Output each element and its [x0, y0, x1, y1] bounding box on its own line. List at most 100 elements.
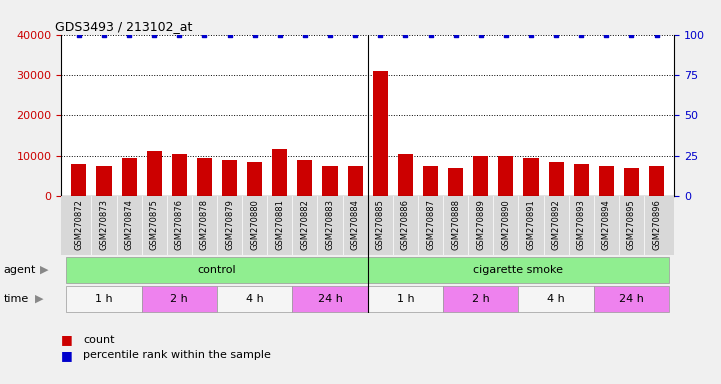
Bar — [172, 154, 187, 196]
Point — [73, 31, 84, 38]
Bar — [368, 257, 669, 283]
Point — [601, 31, 612, 38]
Bar — [594, 286, 669, 311]
Text: 24 h: 24 h — [619, 293, 644, 304]
Text: time: time — [4, 293, 29, 304]
Bar — [423, 166, 438, 196]
Point — [651, 31, 663, 38]
Bar — [297, 160, 312, 196]
Point — [149, 31, 160, 38]
Point — [500, 31, 512, 38]
Bar — [598, 166, 614, 196]
Bar — [247, 162, 262, 196]
Bar — [97, 166, 112, 196]
Bar — [122, 157, 137, 196]
Bar — [348, 166, 363, 196]
Text: GSM270893: GSM270893 — [577, 199, 585, 250]
Bar — [66, 286, 141, 311]
Point — [550, 31, 562, 38]
Text: 24 h: 24 h — [317, 293, 342, 304]
Text: cigarette smoke: cigarette smoke — [474, 265, 563, 275]
Text: GSM270887: GSM270887 — [426, 199, 435, 250]
Text: GSM270881: GSM270881 — [275, 199, 284, 250]
Point — [299, 31, 311, 38]
Point — [98, 31, 110, 38]
Text: GSM270879: GSM270879 — [225, 199, 234, 250]
Point — [399, 31, 411, 38]
Text: GSM270874: GSM270874 — [125, 199, 133, 250]
Point — [324, 31, 336, 38]
Bar — [71, 164, 87, 196]
Text: GSM270886: GSM270886 — [401, 199, 410, 250]
Text: count: count — [83, 335, 115, 345]
Text: ■: ■ — [61, 333, 73, 346]
Point — [249, 31, 260, 38]
Bar — [146, 152, 162, 196]
Point — [274, 31, 286, 38]
Point — [475, 31, 487, 38]
Text: percentile rank within the sample: percentile rank within the sample — [83, 350, 271, 360]
Bar — [66, 257, 368, 283]
Point — [374, 31, 386, 38]
Text: ▶: ▶ — [35, 293, 43, 304]
Text: GSM270895: GSM270895 — [627, 199, 636, 250]
Text: 2 h: 2 h — [170, 293, 188, 304]
Text: GSM270880: GSM270880 — [250, 199, 259, 250]
Text: GSM270894: GSM270894 — [602, 199, 611, 250]
Bar — [518, 286, 594, 311]
Bar — [368, 286, 443, 311]
Text: GSM270891: GSM270891 — [526, 199, 536, 250]
Point — [525, 31, 536, 38]
Point — [224, 31, 235, 38]
Text: GSM270884: GSM270884 — [350, 199, 360, 250]
Point — [174, 31, 185, 38]
Text: GSM270889: GSM270889 — [477, 199, 485, 250]
Text: ■: ■ — [61, 349, 73, 362]
Bar — [292, 286, 368, 311]
Bar — [222, 160, 237, 196]
Bar — [273, 149, 288, 196]
Text: GSM270872: GSM270872 — [74, 199, 84, 250]
Point — [350, 31, 361, 38]
Bar — [398, 154, 413, 196]
Text: 4 h: 4 h — [547, 293, 565, 304]
Text: GSM270878: GSM270878 — [200, 199, 209, 250]
Text: GSM270896: GSM270896 — [652, 199, 661, 250]
Point — [425, 31, 436, 38]
Text: GSM270876: GSM270876 — [174, 199, 184, 250]
Point — [123, 31, 135, 38]
Bar — [624, 168, 639, 196]
Text: GDS3493 / 213102_at: GDS3493 / 213102_at — [55, 20, 193, 33]
Bar — [473, 156, 488, 196]
Text: GSM270885: GSM270885 — [376, 199, 385, 250]
Text: 1 h: 1 h — [95, 293, 112, 304]
Bar — [322, 166, 337, 196]
Text: agent: agent — [4, 265, 36, 275]
Text: 4 h: 4 h — [246, 293, 264, 304]
Bar — [448, 168, 463, 196]
Bar — [217, 286, 292, 311]
Text: ▶: ▶ — [40, 265, 48, 275]
Bar — [197, 157, 212, 196]
Bar — [443, 286, 518, 311]
Point — [575, 31, 587, 38]
Point — [450, 31, 461, 38]
Bar — [373, 71, 388, 196]
Text: 1 h: 1 h — [397, 293, 414, 304]
Bar — [549, 162, 564, 196]
Text: GSM270882: GSM270882 — [301, 199, 309, 250]
Point — [626, 31, 637, 38]
Bar — [649, 166, 664, 196]
Text: GSM270873: GSM270873 — [99, 199, 108, 250]
Bar — [498, 156, 513, 196]
Text: GSM270888: GSM270888 — [451, 199, 460, 250]
Text: GSM270892: GSM270892 — [552, 199, 561, 250]
Text: GSM270875: GSM270875 — [150, 199, 159, 250]
Text: 2 h: 2 h — [472, 293, 490, 304]
Bar — [141, 286, 217, 311]
Text: control: control — [198, 265, 236, 275]
Bar — [523, 157, 539, 196]
Text: GSM270883: GSM270883 — [326, 199, 335, 250]
Bar — [574, 164, 589, 196]
Text: GSM270890: GSM270890 — [501, 199, 510, 250]
